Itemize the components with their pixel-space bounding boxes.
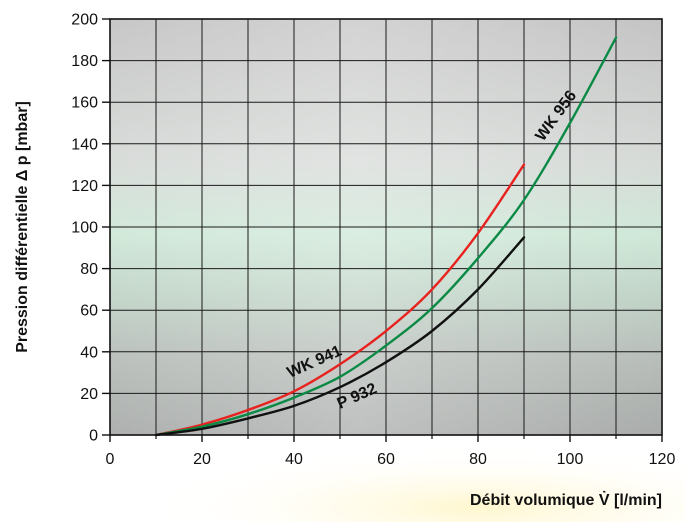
x-tick-label: 120 — [649, 451, 676, 468]
x-axis-label: Débit volumique V̇ [l/min] — [470, 491, 662, 509]
y-tick-label: 60 — [80, 303, 98, 320]
series-line-wk941 — [154, 163, 526, 437]
y-tick-label: 180 — [71, 53, 98, 70]
ticks — [102, 18, 663, 442]
tick-labels: 0 20 40 60 80 100 120 0 20 40 60 80 100 120 140 160 180 2… — [71, 12, 675, 469]
x-tick-label: 40 — [285, 451, 303, 468]
y-tick-label: 0 — [89, 428, 98, 445]
y-tick-label: 20 — [80, 386, 98, 403]
x-tick-label: 100 — [557, 451, 584, 468]
x-tick-label: 20 — [193, 451, 211, 468]
y-axis-label: Pression différentielle Δ p [mbar] — [14, 101, 31, 353]
series-layer — [154, 36, 618, 437]
x-tick-label: 0 — [106, 451, 115, 468]
grid — [110, 19, 662, 435]
y-tick-label: 140 — [71, 136, 98, 153]
series-line-p932 — [154, 236, 526, 437]
series-line-wk956 — [154, 36, 618, 437]
x-tick-label: 80 — [469, 451, 487, 468]
y-tick-label: 40 — [80, 344, 98, 361]
y-tick-label: 200 — [71, 12, 98, 29]
x-tick-label: 60 — [377, 451, 395, 468]
y-tick-label: 100 — [71, 220, 98, 237]
y-tick-label: 80 — [80, 261, 98, 278]
y-tick-label: 120 — [71, 178, 98, 195]
y-tick-label: 160 — [71, 95, 98, 112]
